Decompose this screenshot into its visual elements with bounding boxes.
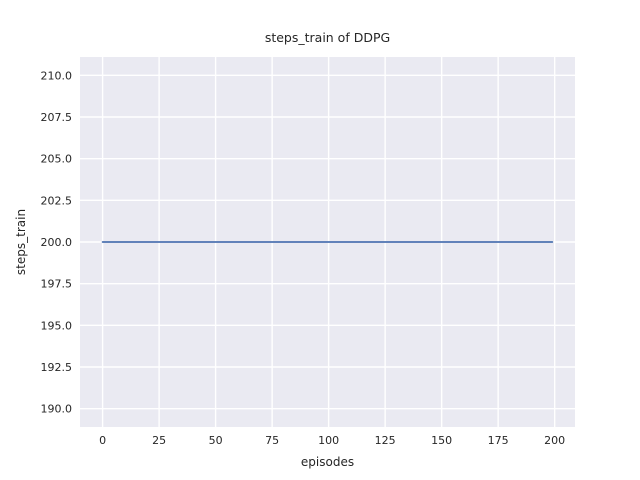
x-tick-label: 125 — [375, 434, 396, 447]
y-tick-label: 197.5 — [41, 278, 73, 291]
x-tick-label: 150 — [431, 434, 452, 447]
y-tick-label: 202.5 — [41, 194, 73, 207]
y-tick-label: 200.0 — [41, 236, 73, 249]
y-tick-label: 195.0 — [41, 319, 73, 332]
y-tick-label: 207.5 — [41, 111, 73, 124]
y-tick-label: 210.0 — [41, 69, 73, 82]
y-tick-label: 192.5 — [41, 361, 73, 374]
y-tick-label: 205.0 — [41, 153, 73, 166]
y-tick-label: 190.0 — [41, 403, 73, 416]
x-axis-label: episodes — [300, 455, 355, 469]
y-axis-label-text: steps_train — [14, 208, 28, 276]
x-tick-label: 25 — [152, 434, 166, 447]
chart-title: steps_train of DDPG — [264, 30, 391, 45]
x-tick-label: 100 — [318, 434, 339, 447]
x-tick-label: 75 — [265, 434, 279, 447]
x-tick-label: 175 — [488, 434, 509, 447]
x-tick-label: 50 — [209, 434, 223, 447]
x-tick-label: 0 — [99, 434, 106, 447]
x-tick-label: 200 — [544, 434, 565, 447]
